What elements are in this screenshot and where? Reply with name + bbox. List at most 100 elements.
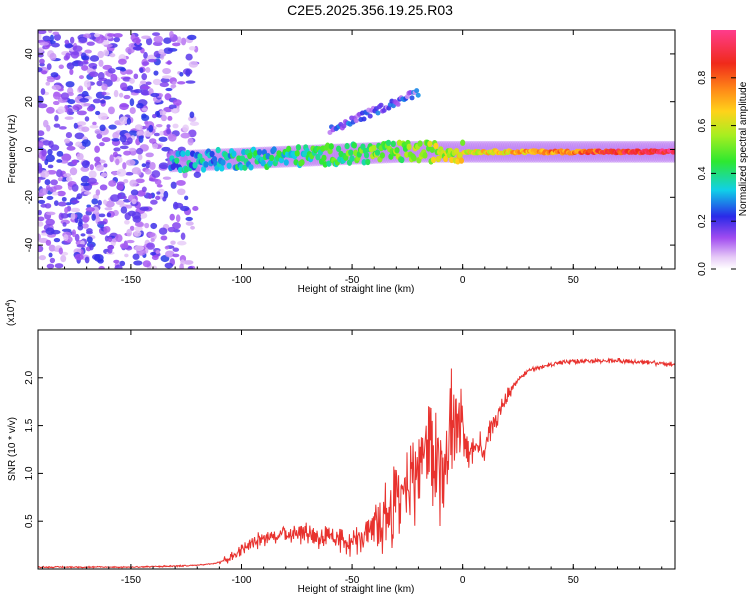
noise-blob	[118, 58, 127, 65]
noise-blob	[166, 124, 171, 128]
noise-blob	[141, 73, 148, 81]
noise-blob	[49, 34, 54, 42]
noise-blob	[116, 181, 125, 187]
noise-blob	[89, 243, 94, 251]
noise-blob	[185, 221, 194, 226]
noise-blob	[134, 245, 145, 251]
noise-blob	[103, 49, 110, 57]
band-blob	[283, 159, 289, 166]
noise-blob	[69, 68, 74, 75]
noise-blob	[103, 95, 112, 100]
noise-blob	[162, 67, 172, 75]
noise-blob	[151, 114, 157, 119]
noise-blob	[46, 263, 55, 269]
noise-blob	[123, 150, 132, 156]
noise-blob	[115, 158, 120, 166]
noise-blob	[83, 102, 91, 107]
noise-blob	[103, 226, 111, 233]
noise-blob	[129, 225, 135, 231]
noise-blob	[147, 58, 157, 63]
echo-blob	[361, 116, 367, 122]
noise-blob	[83, 191, 92, 195]
noise-blob	[96, 133, 103, 139]
noise-blob	[41, 148, 47, 157]
y-tick-label: -20	[24, 190, 35, 205]
noise-blob	[153, 132, 161, 137]
noise-blob	[180, 132, 191, 139]
noise-blob	[97, 50, 105, 59]
band-blob	[385, 139, 392, 147]
noise-blob	[76, 121, 87, 126]
noise-blob	[69, 36, 75, 44]
noise-blob	[172, 222, 181, 230]
noise-blob	[45, 81, 51, 86]
noise-blob	[72, 45, 83, 52]
noise-blob	[57, 177, 63, 182]
noise-blob	[69, 167, 78, 176]
colorbar-tick-label: 0.2	[697, 214, 708, 228]
noise-blob	[187, 34, 197, 41]
band-blob	[351, 142, 357, 149]
noise-blob	[70, 212, 76, 220]
noise-blob	[168, 133, 177, 142]
noise-blob	[107, 106, 115, 115]
noise-blob	[81, 65, 89, 71]
noise-blob	[38, 32, 42, 41]
band-blob	[231, 150, 237, 158]
bottom-y-axis: 0.5 1.0 1.5 2.0	[24, 370, 675, 528]
noise-blob	[70, 207, 81, 213]
noise-blob	[159, 82, 170, 88]
band-blob	[404, 151, 410, 158]
noise-blob	[180, 205, 190, 212]
noise-blob	[80, 182, 90, 187]
noise-blob	[119, 134, 127, 143]
noise-blob	[38, 140, 44, 149]
band-blob	[411, 154, 417, 162]
colorbar-tick-label: 0.0	[697, 262, 708, 276]
noise-blob	[129, 98, 135, 107]
noise-blob	[170, 240, 176, 245]
x-tick-label: -100	[231, 575, 251, 586]
noise-blob	[95, 110, 101, 116]
noise-blob	[39, 58, 45, 64]
noise-blob	[132, 253, 140, 260]
bottom-y-axis-label: SNR (10 * v/v)	[7, 417, 18, 481]
snr-series-line	[38, 357, 675, 569]
noise-blob	[50, 179, 58, 186]
noise-blob	[53, 238, 61, 243]
noise-blob	[146, 242, 155, 250]
noise-blob	[74, 233, 80, 242]
noise-blob	[66, 62, 75, 70]
y-multiplier-close: )	[6, 299, 17, 302]
noise-blob	[141, 163, 146, 168]
noise-blob	[81, 223, 89, 229]
y-tick-label: 40	[24, 48, 35, 60]
noise-blob	[79, 97, 89, 103]
noise-blob	[172, 42, 181, 47]
noise-blob	[53, 123, 61, 128]
noise-blob	[188, 115, 197, 122]
noise-blob	[96, 80, 103, 87]
noise-blob	[58, 247, 63, 255]
noise-blob	[160, 53, 165, 60]
noise-blob	[53, 33, 61, 41]
noise-blob	[120, 206, 128, 214]
noise-blob	[87, 177, 97, 185]
noise-blob	[108, 180, 117, 187]
noise-blob	[167, 60, 172, 65]
noise-blob	[144, 222, 150, 229]
noise-blob	[113, 259, 120, 264]
noise-blob	[85, 230, 93, 235]
noise-blob	[39, 188, 48, 196]
noise-blob	[182, 124, 189, 132]
noise-blob	[131, 198, 137, 205]
echo-blob	[395, 101, 401, 107]
noise-blob	[38, 130, 45, 137]
noise-blob	[122, 162, 127, 170]
noise-blob	[61, 153, 72, 162]
x-tick-label: 50	[568, 575, 580, 586]
snr-frame	[37, 329, 676, 570]
noise-blob	[185, 216, 193, 222]
band-blob	[260, 159, 266, 167]
noise-blob	[95, 164, 105, 172]
